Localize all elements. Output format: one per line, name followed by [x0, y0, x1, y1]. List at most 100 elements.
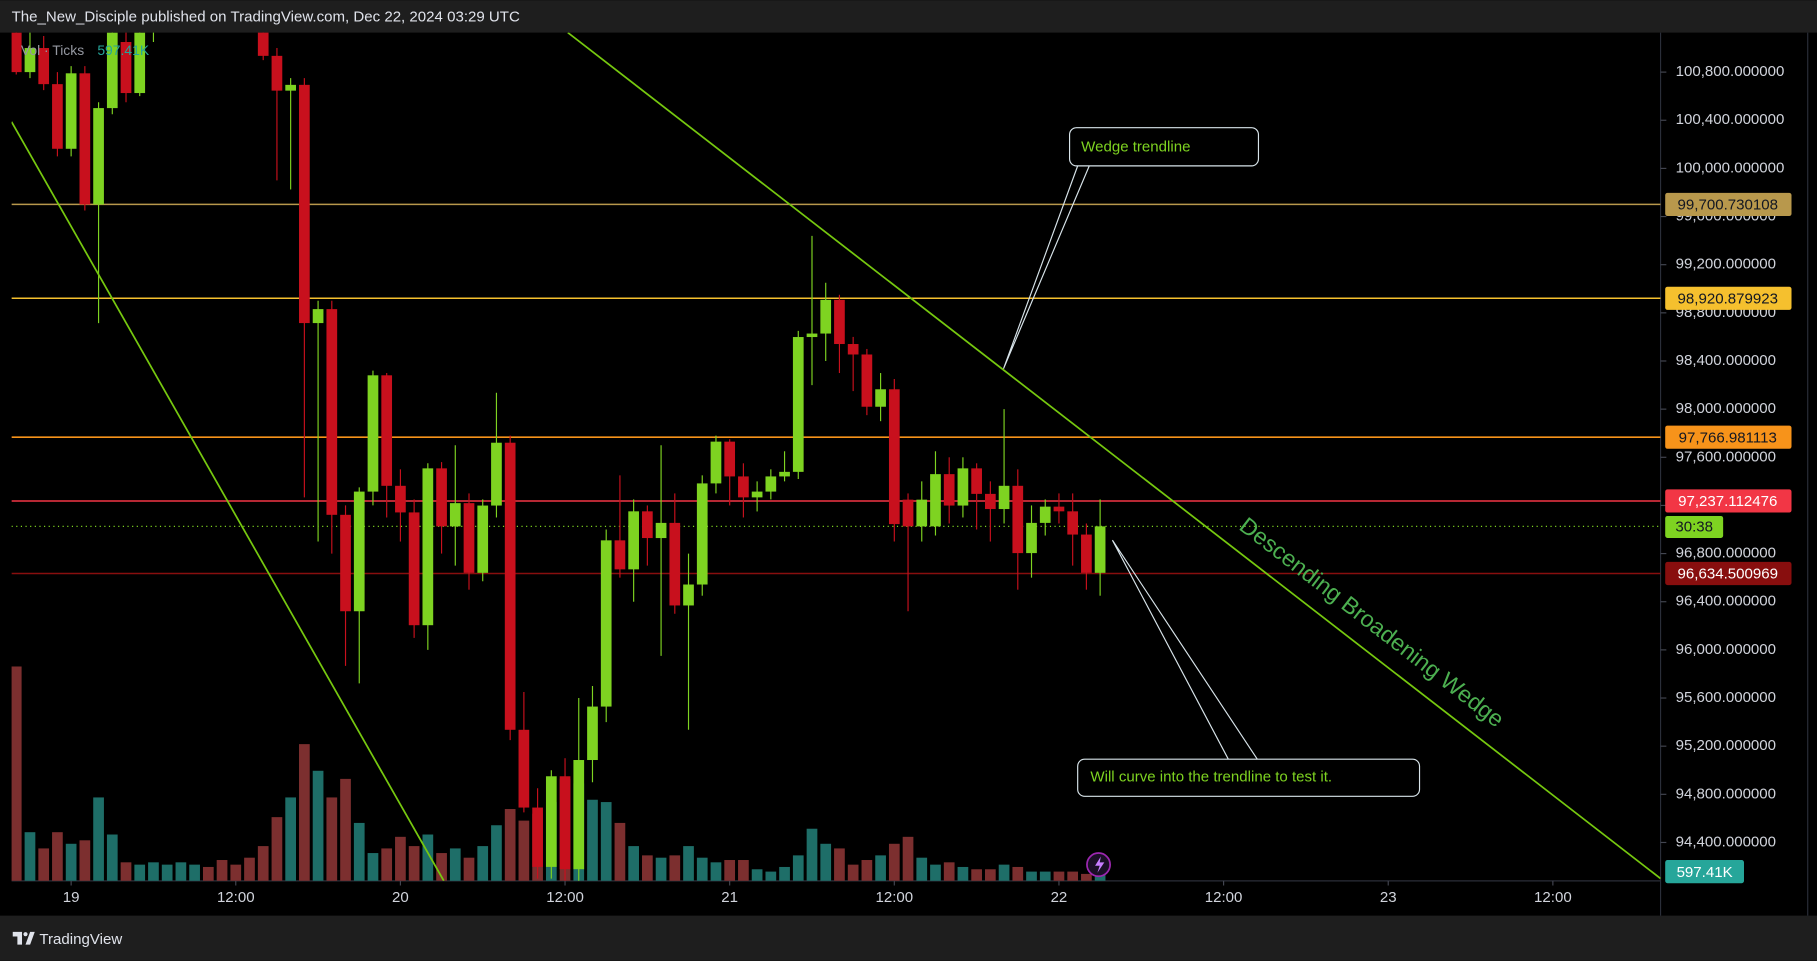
volume-bar: [930, 864, 941, 881]
volume-bar: [600, 802, 612, 881]
candle-body: [765, 476, 777, 492]
x-tick-label: 23: [1380, 889, 1397, 906]
x-tick-label: 19: [63, 889, 80, 906]
tv-logo: [12, 931, 35, 945]
candle-body: [683, 584, 694, 606]
volume-bar: [738, 860, 749, 881]
trendline: [567, 32, 1661, 880]
volume-bar: [367, 853, 379, 881]
candle-body: [1039, 506, 1051, 523]
annotation: Will curve into the trendline to test it…: [1090, 769, 1332, 786]
y-tick-label: 98,000.000000: [1676, 400, 1776, 417]
candle-body: [312, 309, 324, 324]
x-tick-label: 21: [721, 889, 738, 906]
level-label-bg: [1665, 425, 1792, 449]
candle-body: [916, 499, 928, 527]
candle-body: [985, 493, 996, 510]
candle-body: [463, 503, 475, 573]
candle-body: [532, 807, 543, 867]
volume-bar: [985, 869, 996, 881]
volume-bar: [834, 848, 845, 881]
volume-bar: [765, 871, 777, 881]
candle-body: [148, 32, 159, 33]
y-tick-label: 100,400.000000: [1676, 111, 1785, 128]
countdown: 30:38: [1675, 519, 1713, 536]
candle-body: [696, 483, 708, 585]
volume-bar: [175, 862, 187, 881]
volume-bar: [422, 834, 434, 881]
volume-bar: [161, 864, 173, 881]
x-tick-label: 22: [1051, 889, 1068, 906]
candle-body: [628, 511, 639, 570]
volume-bar: [943, 862, 955, 881]
candle-body: [573, 760, 585, 870]
candle-body: [271, 55, 283, 91]
volume-bar: [230, 864, 242, 881]
level-label: 98,920.879923: [1678, 290, 1778, 307]
volume-bar: [779, 866, 790, 881]
volume-bar: [683, 846, 694, 881]
volume-bar: [38, 848, 50, 881]
y-tick-label: 100,800.000000: [1676, 63, 1785, 80]
candle-body: [724, 441, 736, 477]
level-label-bg: [1665, 286, 1792, 310]
header-bar: [0, 0, 1817, 33]
candle-body: [559, 776, 571, 870]
volume-bar: [202, 866, 214, 881]
candle-body: [340, 514, 351, 612]
level-label-bg: [1665, 192, 1792, 217]
volume-bar: [148, 862, 159, 881]
candle-body: [834, 299, 845, 345]
volume-bar: [806, 828, 818, 881]
volume-bar: [285, 797, 296, 881]
y-tick-label: 99,200.000000: [1676, 256, 1776, 273]
y-tick-label: 97,600.000000: [1676, 448, 1776, 465]
candle-body: [971, 468, 982, 494]
candle-body: [518, 729, 530, 808]
candle-body: [1094, 526, 1106, 573]
candle-body: [24, 48, 36, 73]
volume-label-bg: [1665, 860, 1744, 884]
candle-body: [504, 442, 516, 730]
volume-bar: [792, 855, 804, 881]
callout-pointer: [1002, 165, 1090, 369]
candle-body: [79, 73, 91, 205]
x-tick-label: 12:00: [546, 889, 584, 906]
volume-bar: [326, 797, 338, 881]
volume-bar: [79, 840, 91, 881]
volume-bar: [436, 853, 447, 881]
volume-bar: [106, 834, 118, 881]
candle-body: [943, 474, 955, 506]
candle-body: [1012, 485, 1024, 554]
volume-bar: [669, 855, 681, 881]
y-tick-label: 98,400.000000: [1676, 352, 1776, 369]
volume-bar: [751, 869, 763, 881]
volume-bar: [340, 778, 351, 881]
volume-bar: [271, 817, 283, 881]
candle-body: [1081, 534, 1092, 573]
level-label: 99,700.730108: [1678, 197, 1778, 214]
volume-bar: [312, 770, 324, 881]
candle-body: [957, 468, 969, 506]
candle-body: [65, 73, 77, 149]
volume-bar: [710, 862, 722, 881]
candle-body: [257, 32, 269, 56]
level-label: 97,766.981113: [1679, 429, 1777, 446]
candle-body: [792, 337, 804, 472]
candle-body: [587, 706, 598, 761]
callout-box: [1077, 758, 1421, 797]
y-tick-label: 94,800.000000: [1676, 785, 1776, 802]
candle-body: [93, 108, 104, 205]
candle-body: [847, 344, 859, 355]
volume-bar: [52, 832, 63, 881]
legend-value: 597.41K: [97, 42, 149, 58]
y-tick-label: 94,400.000000: [1676, 833, 1776, 850]
volume-bar: [216, 860, 228, 881]
callout-box: [1068, 127, 1260, 167]
candle-body: [38, 48, 50, 85]
volume-bar: [642, 855, 653, 881]
candle-body: [738, 476, 749, 498]
y-tick-label: 100,000.000000: [1676, 159, 1785, 176]
candle-body: [52, 84, 63, 149]
